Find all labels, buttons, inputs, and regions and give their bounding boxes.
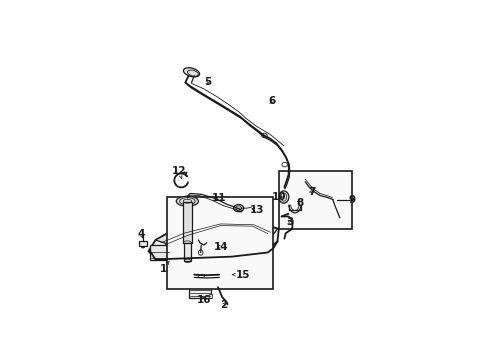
Text: 7: 7: [308, 186, 316, 197]
Polygon shape: [155, 221, 277, 244]
Text: 12: 12: [172, 166, 186, 179]
Text: 14: 14: [213, 242, 228, 252]
Text: 8: 8: [297, 198, 304, 208]
Text: 1: 1: [160, 261, 169, 274]
Text: 10: 10: [271, 192, 286, 202]
Text: 5: 5: [204, 77, 212, 87]
Bar: [150, 245, 170, 260]
Bar: [183, 202, 192, 243]
Ellipse shape: [234, 204, 244, 212]
Ellipse shape: [279, 191, 289, 203]
Text: 13: 13: [249, 204, 264, 215]
Text: 2: 2: [220, 300, 227, 310]
Text: 9: 9: [349, 195, 356, 205]
Ellipse shape: [176, 196, 198, 206]
Bar: [279, 171, 352, 229]
Text: 6: 6: [269, 96, 275, 107]
Polygon shape: [148, 221, 279, 260]
Text: 4: 4: [138, 229, 146, 239]
Bar: [189, 283, 211, 298]
Bar: [167, 197, 273, 288]
Bar: [139, 241, 147, 246]
Text: 15: 15: [232, 270, 250, 280]
Ellipse shape: [183, 68, 199, 77]
Text: 3: 3: [286, 217, 294, 227]
Bar: [209, 293, 212, 298]
Text: 11: 11: [212, 193, 226, 203]
Text: 16: 16: [197, 294, 211, 305]
Ellipse shape: [222, 222, 244, 230]
Bar: [184, 243, 191, 261]
